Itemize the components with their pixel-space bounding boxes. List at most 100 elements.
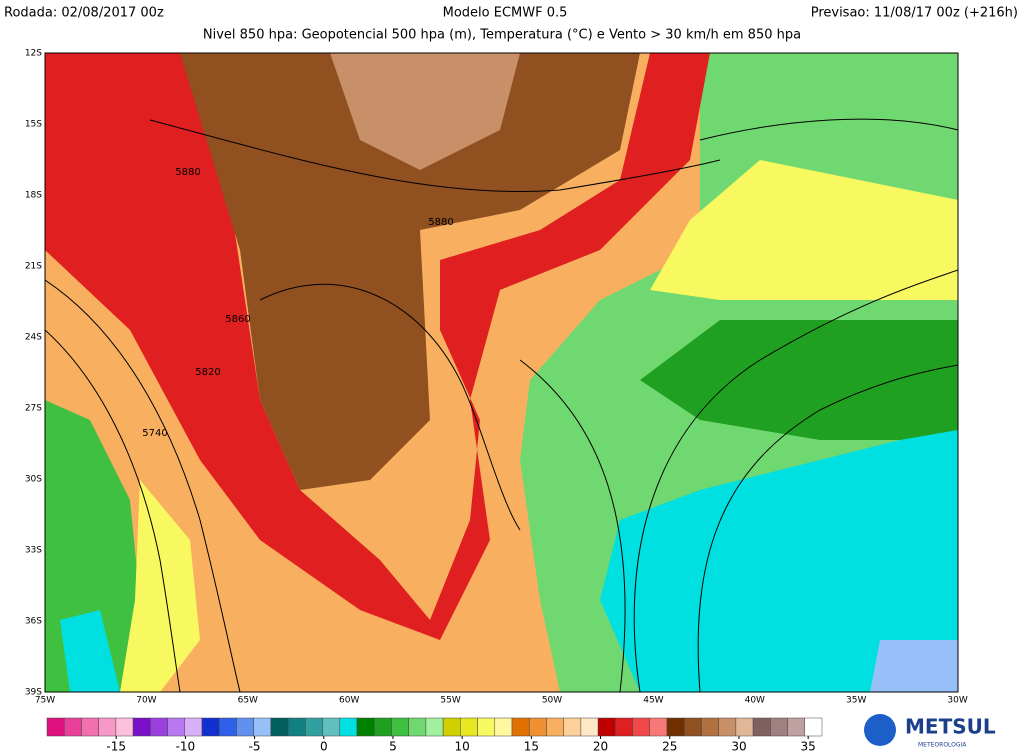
colorbar-swatch — [391, 717, 409, 737]
colorbar-swatch — [752, 717, 771, 737]
colorbar-swatch — [270, 717, 289, 737]
contours — [45, 118, 958, 692]
colorbar-swatch — [167, 717, 186, 737]
colorbar-swatch — [511, 717, 530, 737]
colorbar-swatch — [236, 717, 254, 737]
colorbar-swatch — [632, 717, 651, 737]
field — [650, 160, 958, 300]
contour-label: 5880 — [428, 217, 453, 228]
contour-label: 5860 — [225, 314, 250, 325]
colorbar-swatch — [305, 717, 323, 737]
subtitle: Nivel 850 hpa: Geopotencial 500 hpa (m),… — [203, 28, 801, 43]
lon-label: 60W — [339, 696, 359, 706]
lat-label: 15S — [25, 120, 42, 130]
colorbar-swatch — [322, 717, 341, 737]
contour — [519, 359, 626, 692]
colorbar-tick-label: 30 — [731, 740, 746, 754]
model-label: Modelo ECMWF 0.5 — [443, 6, 568, 21]
colorbar-swatch — [666, 717, 685, 737]
colorbar-swatch — [339, 717, 358, 737]
colorbar-swatch — [460, 717, 478, 737]
lat-label: 30S — [25, 475, 42, 485]
colorbar-tick-label: 0 — [320, 740, 328, 754]
colorbar-swatch — [442, 717, 461, 737]
colorbar-swatch — [46, 717, 65, 737]
lat-label: 18S — [25, 191, 42, 201]
contour-label: 5820 — [195, 367, 220, 378]
lon-label: 65W — [238, 696, 258, 706]
colorbar-tick-label: -15 — [106, 740, 126, 754]
border — [149, 119, 721, 193]
logo-sub: METEOROLOGIA — [918, 742, 967, 749]
colorbar-tick-label: 15 — [524, 740, 539, 754]
run-label: Rodada: 02/08/2017 00z — [4, 6, 164, 21]
colorbar-swatch — [683, 717, 702, 737]
field — [45, 53, 710, 640]
colorbar-swatch — [425, 717, 444, 737]
colorbar-swatch — [546, 717, 564, 737]
colorbar-swatch — [597, 717, 616, 737]
lat-label: 33S — [25, 546, 42, 556]
lon-label: 40W — [745, 696, 765, 706]
contour — [633, 269, 958, 692]
colorbar-tick-label: 20 — [593, 740, 608, 754]
colorbar-swatch — [528, 717, 547, 737]
contour — [697, 364, 958, 692]
colorbar-swatch — [563, 717, 582, 737]
colorbar-swatch — [494, 717, 513, 737]
colorbar-swatch — [649, 717, 668, 737]
colorbar-swatch — [373, 717, 392, 737]
colorbar-swatch — [98, 717, 117, 737]
contour-label: 5880 — [175, 167, 200, 178]
colorbar-swatch — [201, 717, 220, 737]
colorbar-swatch — [735, 717, 754, 737]
colorbar-tick-label: 10 — [455, 740, 470, 754]
colorbar-swatch — [580, 717, 599, 737]
forecast-label: Previsao: 11/08/17 00z (+216h) — [811, 6, 1018, 21]
colorbar-swatch — [408, 717, 427, 737]
lat-label: 39S — [25, 688, 42, 698]
field — [870, 640, 958, 692]
colorbar-tick-label: 5 — [389, 740, 397, 754]
colorbar-swatch — [477, 717, 496, 737]
colorbar-swatch — [184, 717, 203, 737]
colorbar-swatch — [150, 717, 168, 737]
colorbar-swatch — [132, 717, 151, 737]
contour — [45, 279, 241, 692]
colorbar-tick-label: 25 — [662, 740, 677, 754]
map-frame — [44, 52, 959, 693]
colorbar-swatch — [253, 717, 272, 737]
field — [120, 480, 200, 692]
colorbar-swatch — [287, 717, 306, 737]
lat-label: 36S — [25, 617, 42, 627]
contour — [45, 329, 181, 692]
contour-label: 5740 — [142, 428, 167, 439]
colorbar-swatch — [115, 717, 134, 737]
colorbar-swatch — [701, 717, 719, 737]
lat-label: 12S — [25, 49, 42, 59]
colorbar-swatch — [770, 717, 788, 737]
lon-label: 55W — [440, 696, 460, 706]
colorbar-tick-label: -10 — [176, 740, 196, 754]
colorbar-swatch — [356, 717, 375, 737]
colorbar-swatch — [615, 717, 633, 737]
lat-label: 21S — [25, 262, 42, 272]
colorbar-tick-label: -5 — [249, 740, 261, 754]
colorbar-swatch — [787, 717, 806, 737]
map-field — [45, 53, 958, 692]
lon-label: 70W — [136, 696, 156, 706]
border — [259, 283, 521, 531]
colorbar-swatch — [718, 717, 737, 737]
logo-globe — [864, 714, 896, 746]
lon-label: 35W — [846, 696, 866, 706]
colorbar-swatch — [63, 717, 82, 737]
field — [600, 430, 958, 692]
lat-label: 24S — [25, 333, 42, 343]
field — [60, 610, 120, 692]
lon-label: 75W — [35, 696, 55, 706]
lon-label: 30W — [947, 696, 967, 706]
field — [640, 320, 958, 440]
contour — [699, 118, 958, 141]
